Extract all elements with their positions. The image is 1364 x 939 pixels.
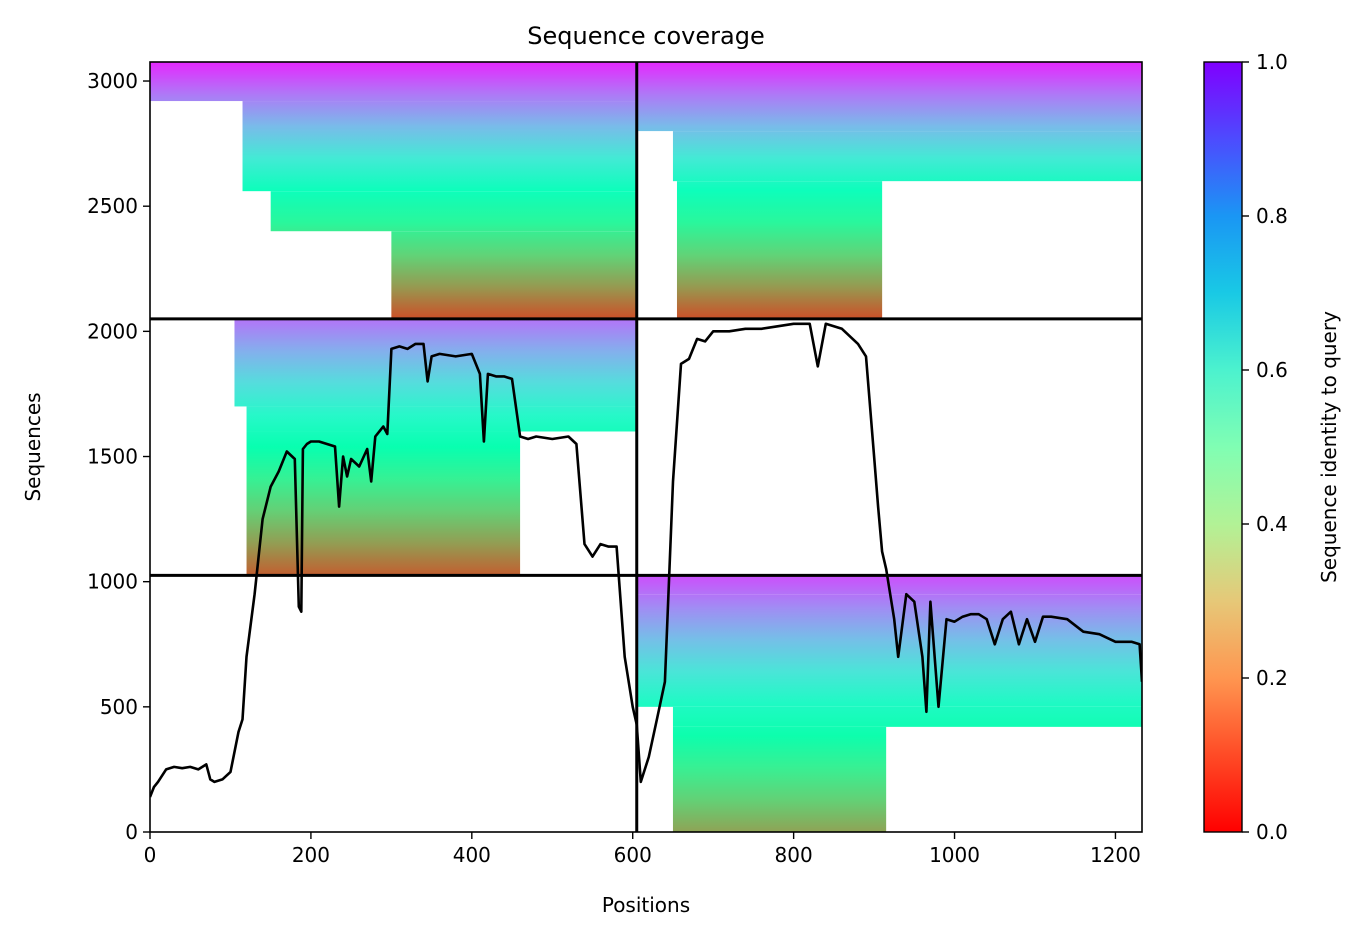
x-tick-label: 800 — [775, 843, 813, 867]
coverage-region-1-1 — [672, 131, 1142, 182]
coverage-line-layer — [150, 322, 1142, 798]
coverage-region-3-3 — [672, 726, 887, 832]
coverage-line — [150, 322, 1142, 798]
coverage-region-3-2 — [672, 706, 1142, 727]
y-tick-label: 1500 — [87, 445, 138, 469]
x-axis: 0 200 400 600 800 1000 1200 — [144, 832, 1141, 867]
coverage-region-3-1 — [636, 594, 1142, 707]
colorbar-ticks: 0.0 0.2 0.4 0.6 0.8 1.0 — [1242, 50, 1288, 844]
x-tick-label: 0 — [144, 843, 157, 867]
colorbar-tick-label: 0.8 — [1256, 204, 1288, 228]
y-tick-label: 500 — [100, 695, 138, 719]
coverage-blocks — [150, 62, 1142, 832]
coverage-region-0-2 — [242, 101, 637, 192]
coverage-region-0-1 — [238, 62, 637, 102]
y-tick-label: 1000 — [87, 570, 138, 594]
x-axis-label: Positions — [602, 893, 690, 917]
y-axis-label: Sequences — [21, 392, 45, 501]
coverage-region-2-0 — [234, 318, 637, 407]
y-axis: 0 500 1000 1500 2000 2500 3000 — [87, 69, 150, 844]
x-tick-label: 400 — [453, 843, 491, 867]
y-tick-label: 2000 — [87, 319, 138, 343]
colorbar — [1203, 61, 1243, 833]
y-tick-label: 0 — [125, 820, 138, 844]
y-tick-label: 2500 — [87, 194, 138, 218]
coverage-region-0-3 — [270, 191, 637, 232]
colorbar-tick-label: 0.4 — [1256, 512, 1288, 536]
x-tick-label: 1200 — [1090, 843, 1141, 867]
colorbar-tick-label: 1.0 — [1256, 50, 1288, 74]
coverage-block-3 — [636, 575, 1142, 832]
coverage-block-0 — [150, 62, 637, 319]
coverage-region-1-2 — [676, 181, 883, 319]
colorbar-label: Sequence identity to query — [1317, 311, 1341, 583]
x-tick-label: 1000 — [929, 843, 980, 867]
block-boundaries — [150, 62, 1142, 832]
y-tick-label: 3000 — [87, 69, 138, 93]
coverage-block-1 — [636, 62, 1142, 319]
colorbar-tick-label: 0.6 — [1256, 358, 1288, 382]
chart-title: Sequence coverage — [527, 22, 764, 50]
coverage-region-2-1 — [246, 406, 637, 432]
colorbar-tick-label: 0.2 — [1256, 666, 1288, 690]
coverage-region-1-0 — [636, 62, 1142, 132]
plot-frame — [149, 61, 1143, 833]
coverage-region-0-4 — [391, 231, 637, 319]
colorbar-tick-label: 0.0 — [1256, 820, 1288, 844]
x-tick-label: 200 — [292, 843, 330, 867]
coverage-region-0-0 — [150, 62, 239, 102]
x-tick-label: 600 — [614, 843, 652, 867]
